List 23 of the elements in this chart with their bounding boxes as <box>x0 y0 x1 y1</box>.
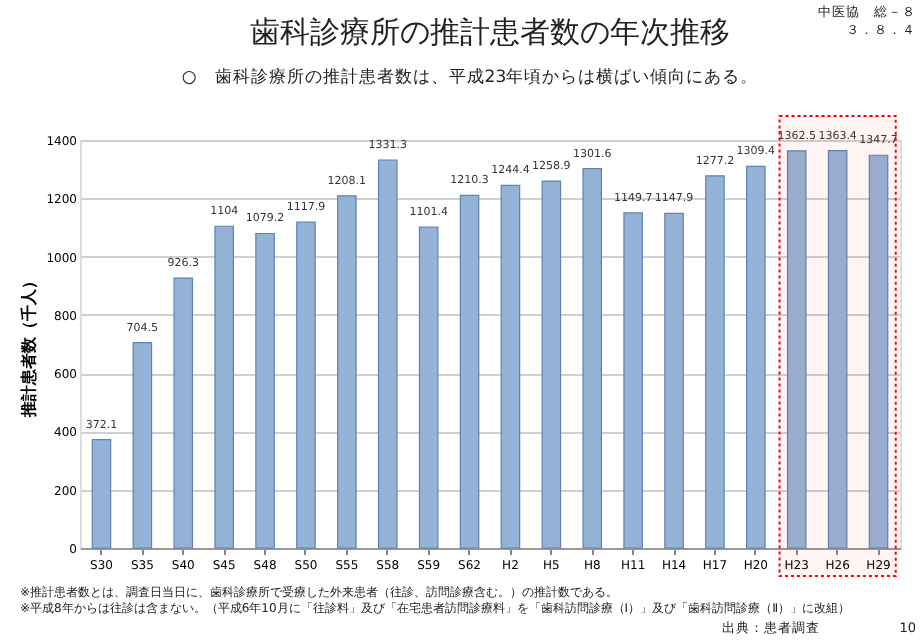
bar <box>664 212 684 549</box>
bar <box>255 232 275 549</box>
bar <box>132 342 153 549</box>
bar <box>500 184 521 549</box>
chart-subtitle: ○ 歯科診療所の推計患者数は、平成23年頃からは横ばい傾向にある。 <box>181 66 759 88</box>
bar <box>623 212 643 549</box>
bar <box>91 438 112 549</box>
y-axis-title: 推計患者数（千人） <box>20 273 39 419</box>
bar <box>214 225 234 549</box>
bar <box>377 159 398 549</box>
bar <box>418 226 439 549</box>
bar <box>582 168 603 549</box>
bar <box>541 180 562 549</box>
bar <box>173 277 194 549</box>
bar <box>296 221 316 549</box>
bar <box>746 165 766 549</box>
bar <box>705 175 725 549</box>
bar <box>337 195 357 549</box>
bar <box>827 150 848 549</box>
bar <box>786 150 807 549</box>
chart-title: 歯科診療所の推計患者数の年次推移 <box>250 14 730 50</box>
bar <box>459 194 480 549</box>
bar <box>868 154 889 549</box>
